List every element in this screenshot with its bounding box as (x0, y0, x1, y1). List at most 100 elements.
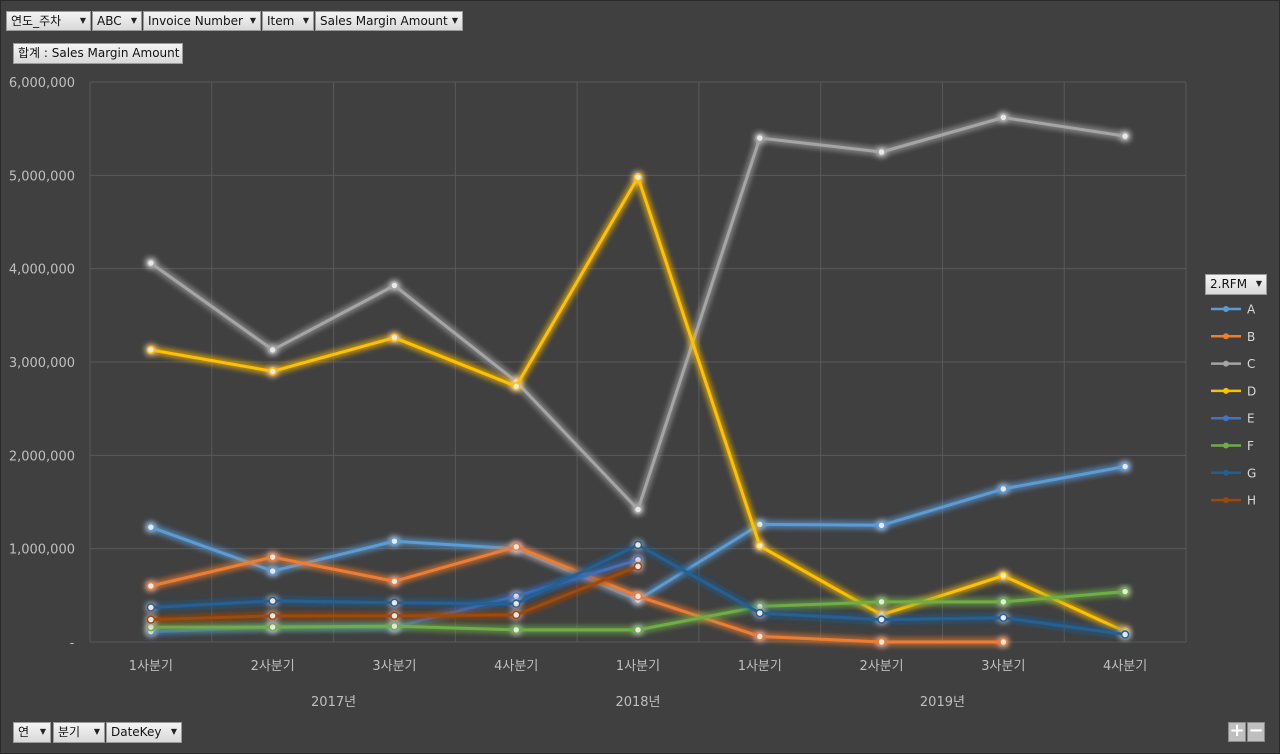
x-tick-label: 3사분기 (372, 659, 416, 674)
x-group-label: 2019년 (920, 695, 965, 710)
data-point (1120, 630, 1130, 639)
legend-swatch-marker (1223, 306, 1229, 312)
data-point (877, 147, 886, 157)
data-point (877, 637, 886, 647)
data-point (999, 113, 1008, 122)
legend-label: A (1247, 303, 1256, 317)
data-point (390, 577, 399, 586)
data-point (755, 133, 765, 143)
axis-field-button-quarter[interactable]: 분기 ▼ (53, 722, 105, 743)
y-tick-label: 6,000,000 (9, 76, 75, 91)
x-group-label: 2018년 (615, 695, 660, 710)
x-tick-label: 4사분기 (494, 659, 538, 674)
legend-label: F (1247, 439, 1254, 453)
y-tick-label: 5,000,000 (9, 169, 75, 184)
series-D (146, 172, 1130, 636)
x-tick-label: 3사분기 (981, 659, 1025, 674)
axis-field-button-year[interactable]: 연 ▼ (13, 722, 51, 743)
series-lines (146, 113, 1130, 647)
data-point (511, 592, 521, 601)
data-point (999, 484, 1008, 494)
filter-button-item[interactable]: Item ▼ (262, 11, 314, 31)
legend-title: 2.RFM (1210, 277, 1248, 291)
data-point (146, 622, 156, 632)
data-point (999, 637, 1008, 647)
data-point (146, 258, 156, 268)
data-point (999, 571, 1008, 580)
data-point (1120, 587, 1130, 596)
y-tick-label: 1,000,000 (9, 543, 75, 558)
minus-icon: − (1248, 720, 1264, 741)
data-point (268, 345, 277, 355)
series-line (149, 465, 1127, 602)
data-point (877, 521, 886, 530)
data-point (633, 562, 643, 571)
data-point (633, 540, 643, 550)
series-line (149, 545, 1005, 644)
legend-field-button[interactable]: 2.RFM ▼ (1205, 274, 1267, 295)
dropdown-arrow-icon: ▼ (93, 727, 100, 736)
filter-label: Invoice Number (148, 14, 243, 28)
data-point (146, 345, 156, 355)
dropdown-arrow-icon: ▼ (302, 16, 309, 25)
data-point (146, 581, 156, 591)
data-point (511, 542, 521, 552)
data-point (268, 566, 277, 576)
data-point (268, 367, 277, 376)
axis-field-button-datekey[interactable]: DateKey ▼ (106, 722, 182, 743)
value-field-button[interactable]: 합계 : Sales Margin Amount (13, 43, 183, 64)
data-point (1120, 131, 1130, 141)
x-tick-label: 4사분기 (1103, 659, 1147, 674)
data-point (511, 599, 521, 608)
series-B (146, 542, 1008, 647)
dropdown-arrow-icon: ▼ (249, 16, 256, 25)
axis-field-label: DateKey (111, 725, 162, 739)
value-field-label: 합계 : Sales Margin Amount (18, 46, 180, 60)
filter-label: ABC (97, 14, 122, 28)
gridlines (89, 81, 1187, 643)
legend-label: G (1247, 466, 1256, 480)
data-point (999, 613, 1008, 622)
data-point (633, 625, 643, 635)
legend-swatch-marker (1223, 415, 1229, 422)
series-H (146, 562, 643, 624)
series-F (146, 587, 1130, 635)
axis-field-label: 분기 (58, 725, 81, 739)
dropdown-arrow-icon: ▼ (79, 16, 86, 25)
filter-button-year-week[interactable]: 연도_주차 ▼ (6, 11, 91, 31)
x-tick-label: 2사분기 (859, 659, 903, 674)
legend-swatch-marker (1223, 333, 1229, 340)
filter-button-abc[interactable]: ABC ▼ (92, 11, 142, 31)
collapse-button[interactable]: − (1247, 722, 1265, 742)
legend-label: B (1247, 330, 1255, 344)
x-tick-label: 1사분기 (738, 659, 782, 674)
dropdown-arrow-icon: ▼ (1255, 279, 1262, 288)
filter-label: Item (267, 14, 295, 28)
data-point (877, 615, 886, 624)
y-tick-label: 3,000,000 (9, 356, 75, 371)
x-tick-label: 2사분기 (251, 659, 295, 674)
data-point (390, 598, 399, 608)
data-point (390, 621, 399, 631)
data-point (268, 552, 277, 562)
data-point (390, 333, 399, 342)
legend-swatch-marker (1223, 360, 1229, 367)
dropdown-arrow-icon: ▼ (130, 16, 137, 25)
data-point (633, 592, 643, 601)
y-tick-label: 2,000,000 (9, 449, 75, 464)
expand-button[interactable]: + (1228, 722, 1246, 742)
data-point (511, 610, 521, 620)
legend-label: D (1247, 384, 1256, 398)
filter-button-sales-margin-amount[interactable]: Sales Margin Amount ▼ (315, 11, 463, 31)
filter-button-invoice-number[interactable]: Invoice Number ▼ (143, 11, 261, 31)
filter-label: 연도_주차 (11, 14, 62, 28)
legend-swatch-marker (1223, 497, 1229, 504)
y-tick-label: 4,000,000 (9, 263, 75, 278)
data-point (390, 281, 399, 290)
legend-label: H (1247, 494, 1256, 508)
plus-icon: + (1229, 720, 1245, 741)
data-point (755, 632, 765, 641)
data-point (390, 536, 399, 546)
data-point (390, 611, 399, 621)
